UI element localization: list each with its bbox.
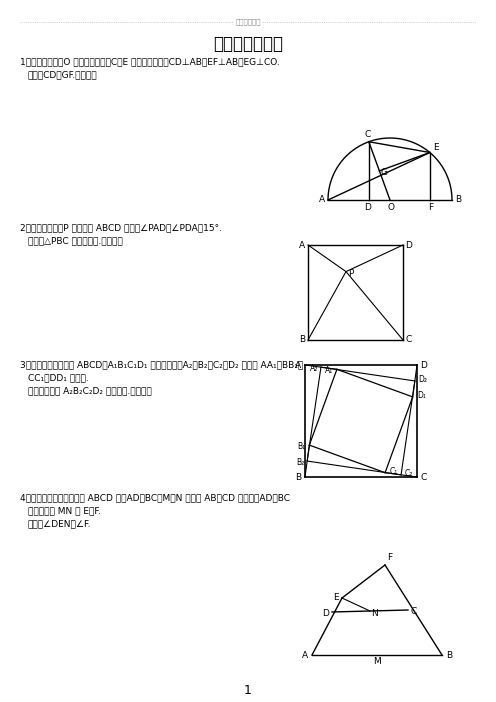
- Text: C₁: C₁: [390, 467, 398, 476]
- Text: 求证：四边形 A₂B₂C₂D₂ 是正方形.（初二）: 求证：四边形 A₂B₂C₂D₂ 是正方形.（初二）: [28, 387, 152, 395]
- Text: D: D: [322, 609, 329, 618]
- Text: 1、已知：如图，O 是半圆的圆心，C、E 是圆上的两点，CD⊥AB，EF⊥AB，EG⊥CO.: 1、已知：如图，O 是半圆的圆心，C、E 是圆上的两点，CD⊥AB，EF⊥AB，…: [20, 58, 280, 67]
- Text: M: M: [373, 658, 381, 666]
- Text: 求证：CD＝GF.（初二）: 求证：CD＝GF.（初二）: [28, 70, 98, 79]
- Text: E: E: [333, 593, 339, 602]
- Text: A: A: [319, 195, 325, 204]
- Text: 3、如图，已知四边形 ABCD、A₁B₁C₁D₁ 都是正方形，A₂、B₂、C₂、D₂ 分别是 AA₁、BB₁、: 3、如图，已知四边形 ABCD、A₁B₁C₁D₁ 都是正方形，A₂、B₂、C₂、…: [20, 361, 303, 369]
- Text: P: P: [348, 269, 354, 278]
- Text: B: B: [446, 651, 452, 659]
- Text: A₂: A₂: [310, 364, 318, 373]
- Text: F: F: [387, 553, 392, 562]
- Text: O: O: [387, 202, 394, 211]
- Text: 最新资料库存: 最新资料库存: [235, 19, 261, 25]
- Text: B₁: B₁: [297, 442, 306, 451]
- Text: 经典难题（一）: 经典难题（一）: [213, 35, 283, 53]
- Text: C: C: [411, 607, 417, 616]
- Text: B: B: [299, 336, 305, 345]
- Text: A₁: A₁: [325, 366, 333, 375]
- Text: 1: 1: [244, 684, 252, 696]
- Text: C: C: [421, 472, 427, 482]
- Text: N: N: [372, 609, 378, 618]
- Text: B₂: B₂: [296, 458, 304, 467]
- Text: 的延长线交 MN 于 E、F.: 的延长线交 MN 于 E、F.: [28, 507, 101, 515]
- Text: 4、已知：如图，在四边形 ABCD 中，AD＝BC，M、N 分别是 AB、CD 的中点，AD、BC: 4、已知：如图，在四边形 ABCD 中，AD＝BC，M、N 分别是 AB、CD …: [20, 494, 290, 503]
- Text: C₂: C₂: [405, 470, 413, 478]
- Text: D: D: [406, 241, 413, 249]
- Text: A: A: [295, 361, 301, 369]
- Text: F: F: [428, 202, 434, 211]
- Text: A: A: [302, 651, 308, 659]
- Text: C: C: [406, 336, 412, 345]
- Text: D: D: [421, 361, 428, 369]
- Text: A: A: [299, 241, 305, 249]
- Text: E: E: [433, 143, 438, 152]
- Text: 求证：∠DEN＝∠F.: 求证：∠DEN＝∠F.: [28, 519, 91, 529]
- Text: D₂: D₂: [418, 376, 428, 385]
- Text: C: C: [365, 131, 371, 139]
- Text: D: D: [365, 202, 371, 211]
- Text: CC₁、DD₁ 的中点.: CC₁、DD₁ 的中点.: [28, 373, 89, 383]
- Text: 求证：△PBC 是正三角形.（初二）: 求证：△PBC 是正三角形.（初二）: [28, 237, 123, 246]
- Text: B: B: [455, 195, 461, 204]
- Text: 2、已知：如图，P 是正方形 ABCD 内点，∠PAD＝∠PDA＝15°.: 2、已知：如图，P 是正方形 ABCD 内点，∠PAD＝∠PDA＝15°.: [20, 223, 222, 232]
- Text: B: B: [295, 472, 301, 482]
- Text: D₁: D₁: [417, 392, 426, 400]
- Text: G: G: [381, 168, 388, 178]
